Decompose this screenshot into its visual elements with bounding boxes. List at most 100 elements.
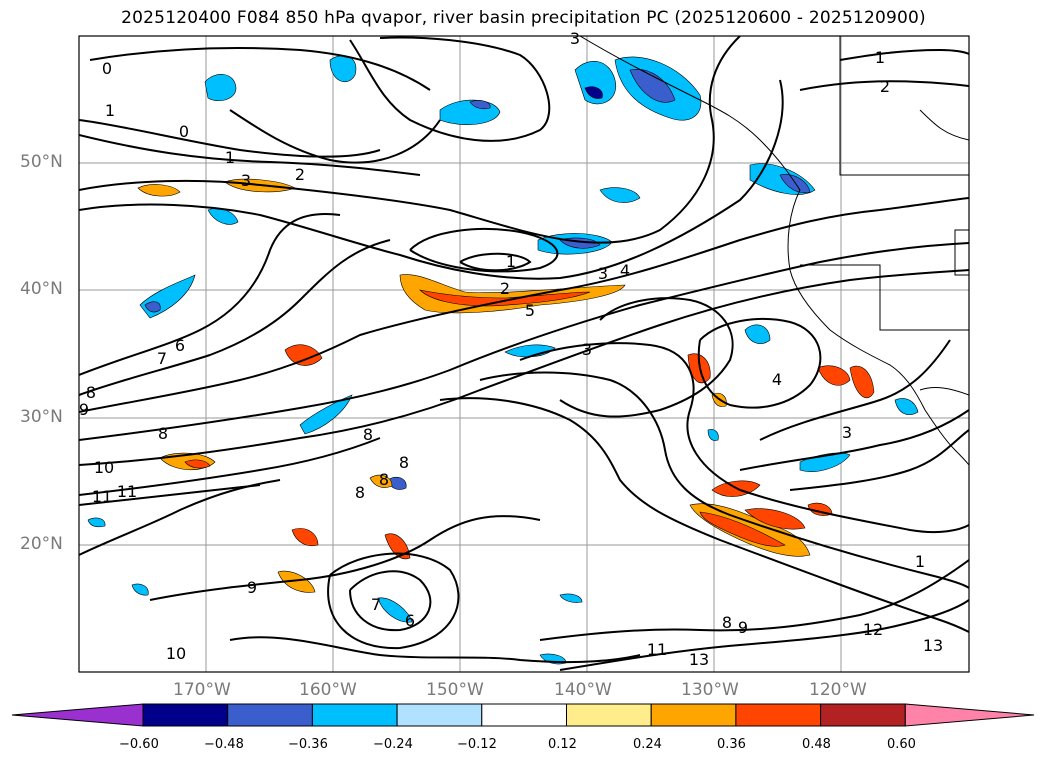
colorbar-swatch	[481, 703, 567, 727]
colorbar-swatch	[142, 703, 229, 727]
contour-label: 3	[241, 171, 251, 190]
colorbar-tick-label: 0.12	[548, 737, 577, 752]
pc-blob	[184, 459, 211, 469]
lon-label: 150°W	[426, 680, 484, 700]
pc-blob	[291, 528, 319, 547]
contour-label: 1	[506, 252, 516, 271]
contour-label: 8	[363, 425, 373, 444]
contour-label: 2	[880, 77, 890, 96]
contour-label: 10	[166, 644, 186, 663]
contour-label: 4	[620, 261, 630, 280]
colorbar-extend-low	[11, 703, 144, 727]
pc-blob	[817, 365, 851, 386]
contour-label: 9	[79, 400, 89, 419]
map-plot-area	[79, 36, 969, 672]
colorbar	[11, 703, 1035, 727]
contour-label: 3	[570, 29, 580, 48]
contour-label: 11	[117, 482, 137, 501]
lat-label: 50°N	[20, 152, 63, 172]
contour-label: 3	[598, 264, 608, 283]
pc-blob	[849, 365, 875, 398]
contour-label: 12	[863, 620, 883, 639]
map-title: 2025120400 F084 850 hPa qvapor, river ba…	[121, 8, 926, 28]
lon-label: 130°W	[681, 680, 739, 700]
colorbar-tick-label: −0.12	[457, 737, 497, 752]
contour-label: 6	[405, 611, 415, 630]
colorbar-tick-label: 0.48	[802, 737, 831, 752]
colorbar-tick-label: 0.36	[717, 737, 746, 752]
lon-label: 140°W	[554, 680, 612, 700]
colorbar-tick-label: −0.24	[373, 737, 413, 752]
colorbar-tick-label: 0.60	[887, 737, 916, 752]
contour-label: 13	[923, 636, 943, 655]
colorbar-tick-label: −0.48	[204, 737, 244, 752]
lat-label: 40°N	[20, 279, 63, 299]
lon-label: 160°W	[299, 680, 357, 700]
qvapor-contours	[79, 36, 969, 671]
pc-blob	[439, 99, 501, 125]
colorbar-swatch	[820, 703, 906, 727]
contour-label: 1	[105, 101, 115, 120]
lon-label: 120°W	[809, 680, 867, 700]
contour-label: 2	[500, 279, 510, 298]
pc-blob	[144, 301, 161, 313]
contour-label: 11	[92, 487, 112, 506]
colorbar-swatch	[735, 703, 822, 727]
contour-label: 5	[525, 301, 535, 320]
contour-label: 2	[295, 165, 305, 184]
pc-blob	[574, 61, 617, 105]
contour-label: 8	[399, 453, 409, 472]
pc-blob	[469, 100, 491, 110]
pc-blob	[419, 289, 591, 307]
pc-shading	[87, 55, 919, 665]
contour-label: 9	[738, 618, 748, 637]
pc-blob	[744, 508, 806, 530]
contour-label: 0	[102, 59, 112, 78]
contour-label: 0	[179, 122, 189, 141]
contour-label: 11	[647, 640, 667, 659]
pc-blob	[707, 429, 719, 441]
pc-blob	[699, 511, 786, 547]
pc-blob	[131, 583, 149, 596]
contour-label: 1	[915, 552, 925, 571]
contour-label: 10	[94, 458, 114, 477]
map-frame	[78, 35, 970, 673]
contour-label: 13	[689, 650, 709, 669]
pc-blob	[369, 474, 393, 488]
colorbar-tick-label: −0.60	[119, 737, 159, 752]
contour-labels: 3 1 2 0 1 0 1 2 3 1 3 4 2 5 6 7 8 9 8 10…	[79, 29, 943, 669]
contour-label: 4	[772, 370, 782, 389]
pc-blob	[377, 597, 413, 623]
contour-label: 7	[371, 595, 381, 614]
coastlines	[579, 36, 969, 466]
pc-blob	[384, 533, 411, 560]
colorbar-swatch	[311, 703, 398, 727]
lat-label: 20°N	[20, 534, 63, 554]
pc-blob	[894, 398, 919, 415]
pc-blob	[284, 344, 323, 366]
pc-blob	[204, 74, 237, 101]
contour-label: 8	[379, 470, 389, 489]
pc-blob	[87, 517, 106, 528]
contour-label: 8	[355, 483, 365, 502]
pc-blob	[139, 274, 196, 319]
pc-blob	[329, 55, 357, 83]
contour-label: 8	[158, 424, 168, 443]
colorbar-swatch	[650, 703, 737, 727]
colorbar-tick-label: 0.24	[633, 737, 662, 752]
pc-blob	[299, 394, 353, 435]
colorbar-tick-label: −0.36	[288, 737, 328, 752]
pc-blob	[744, 324, 771, 344]
pc-blob	[629, 69, 676, 103]
colorbar-swatch	[566, 703, 652, 727]
contour-label: 1	[225, 148, 235, 167]
pc-blob	[779, 174, 811, 193]
contour-label: 9	[247, 578, 257, 597]
colorbar-swatch	[396, 703, 483, 727]
pc-blob	[584, 86, 603, 99]
contour-label: 8	[86, 383, 96, 402]
contour-label: 3	[842, 423, 852, 442]
contour-label: 3	[582, 340, 592, 359]
contour-label: 7	[157, 349, 167, 368]
